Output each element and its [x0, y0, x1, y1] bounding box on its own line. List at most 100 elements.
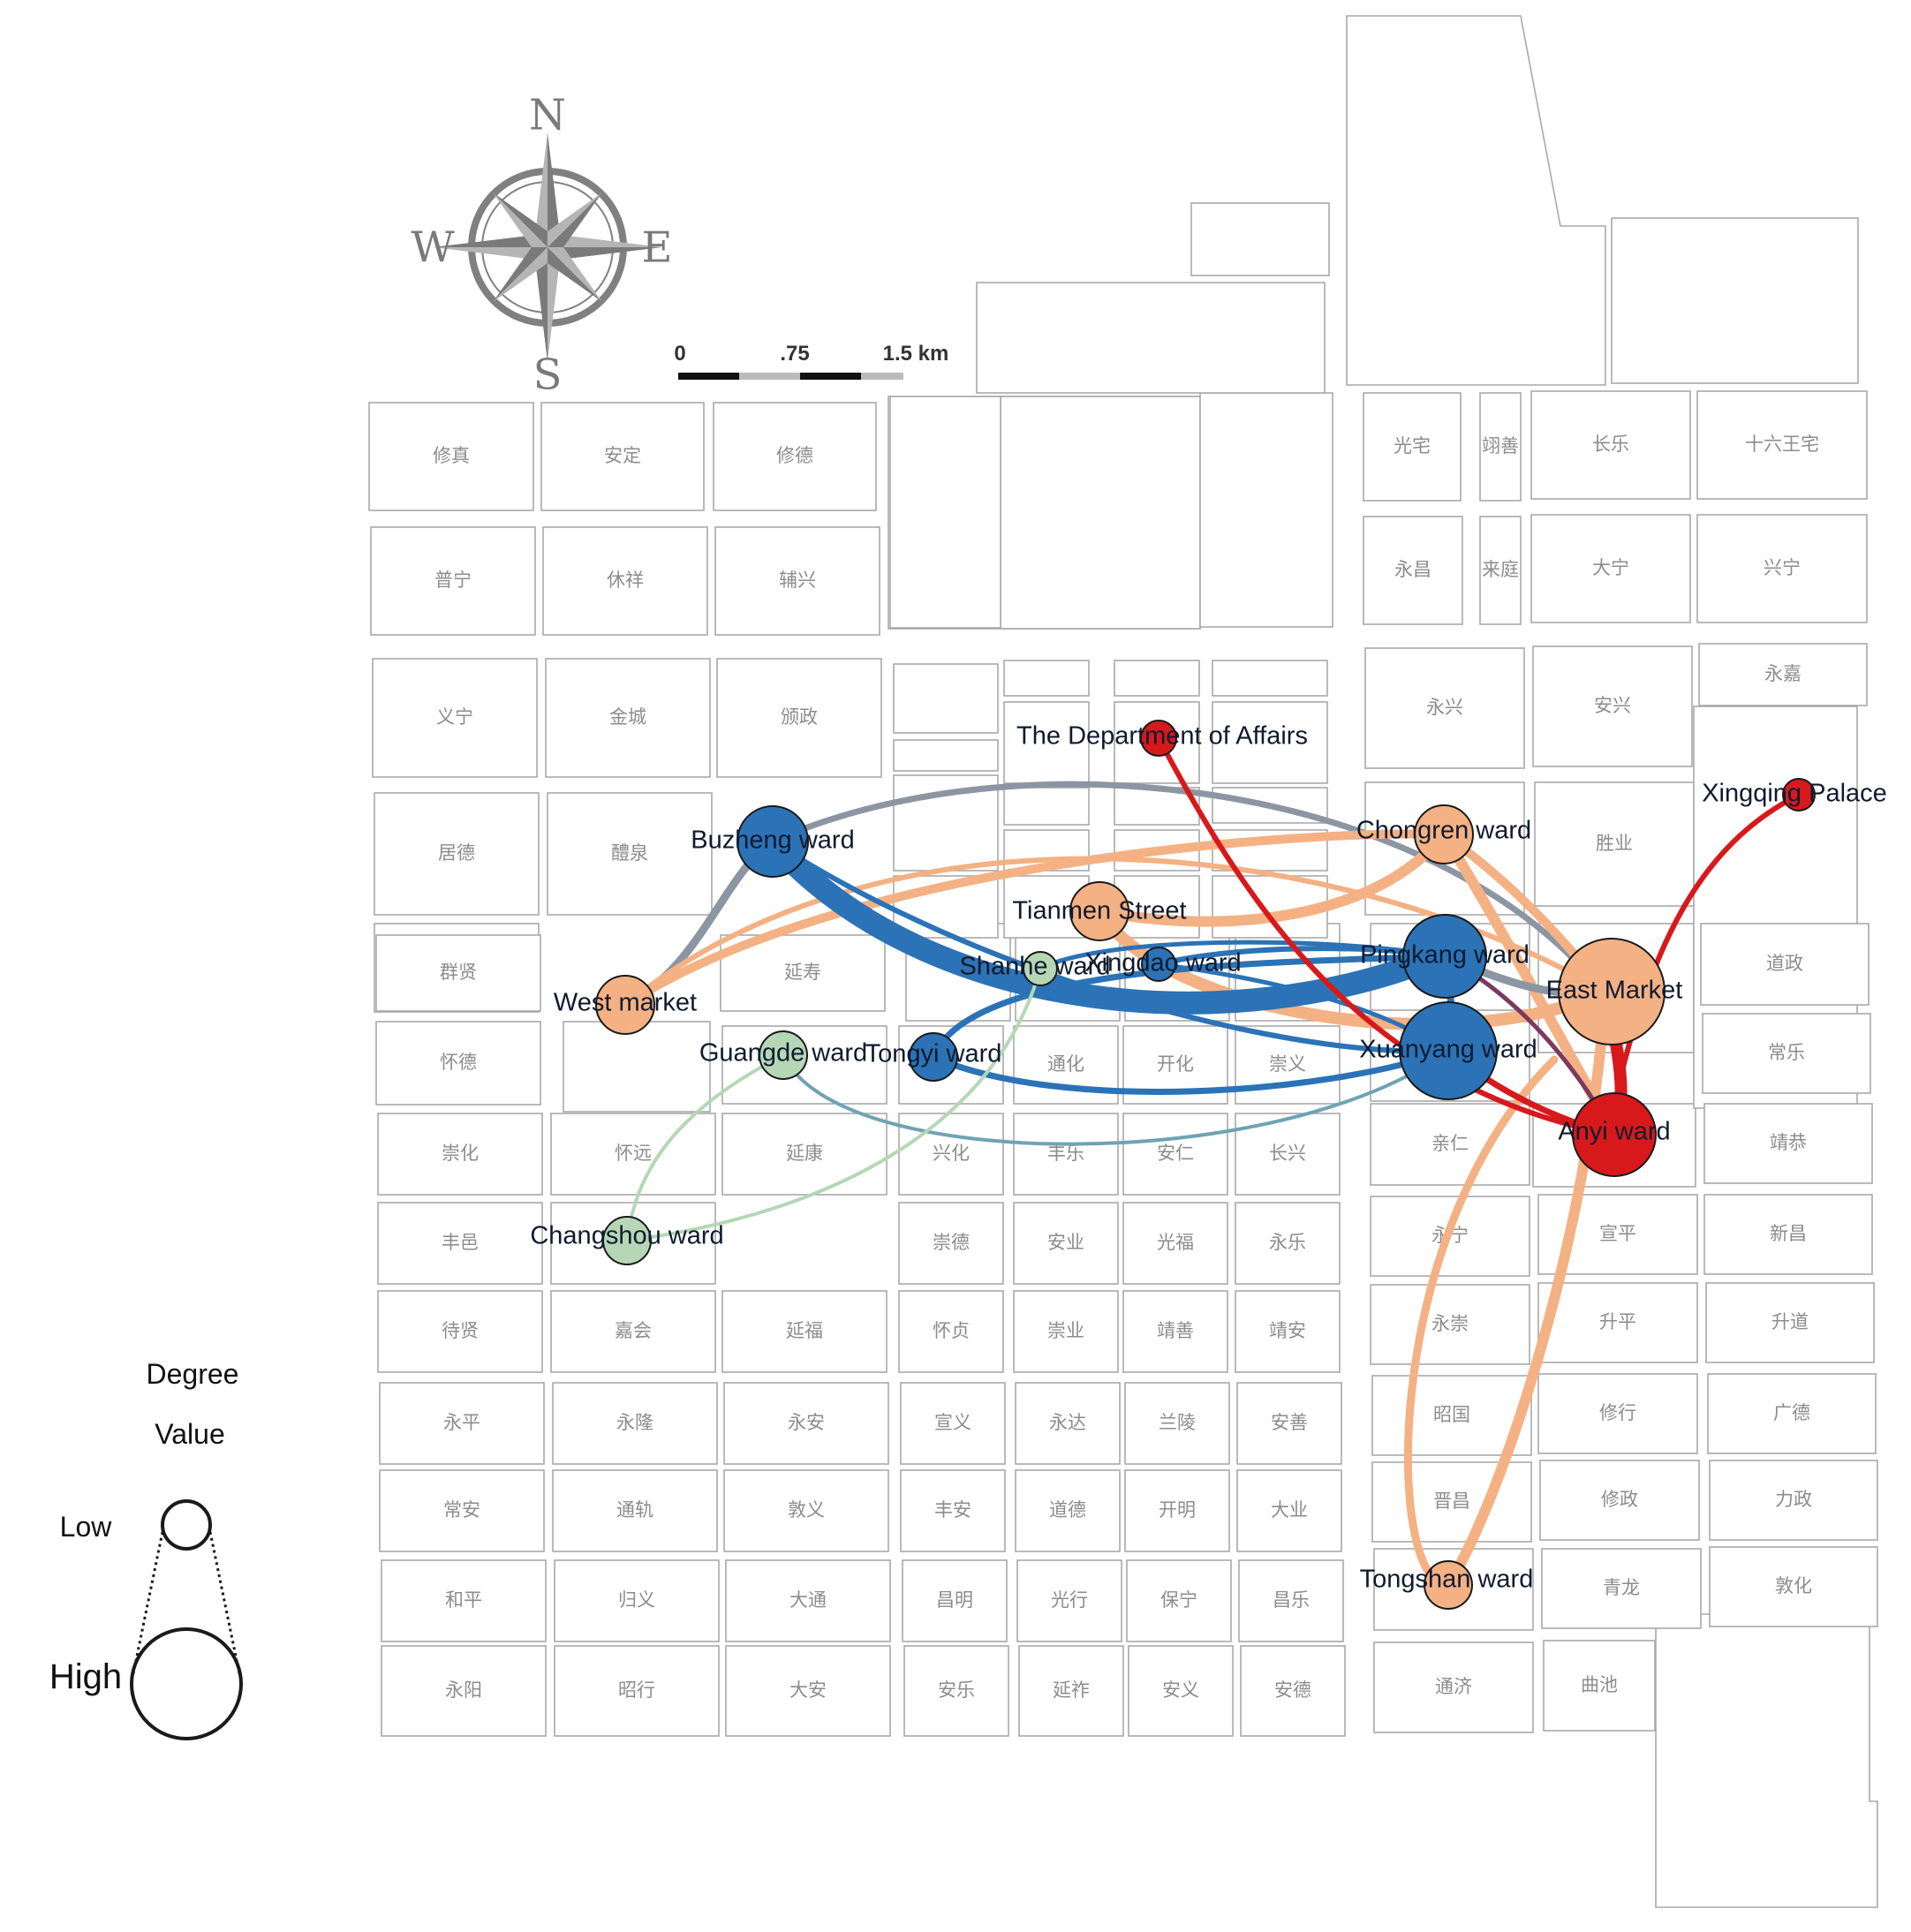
- ward-label: 安乐: [938, 1679, 975, 1701]
- ward-label: 永乐: [1269, 1232, 1306, 1253]
- ward-label: 安德: [1274, 1679, 1311, 1701]
- edge-dept-anyi: [1156, 736, 1617, 1137]
- ward-label: 群贤: [440, 962, 477, 983]
- node-eastmarket[interactable]: [1558, 938, 1666, 1045]
- network-nodes: [595, 720, 1816, 1610]
- ward-xinghua: 兴化: [898, 1113, 1004, 1196]
- ward-xiuzhen: 修真: [368, 402, 534, 511]
- ward-outline: [1363, 516, 1463, 625]
- ward-xuanyi: 宣义: [900, 1382, 1006, 1465]
- node-chongren[interactable]: [1414, 804, 1474, 864]
- ward-outline: [1707, 1373, 1877, 1454]
- compass-rose-icon: N S E W: [411, 91, 672, 400]
- ward-label: 靖安: [1269, 1320, 1306, 1341]
- ward-label: 颁政: [781, 706, 818, 728]
- edge-buzheng-eastmarket: [769, 781, 1606, 995]
- ward-label: 通轨: [616, 1499, 653, 1521]
- ward-label: 开明: [1159, 1499, 1196, 1521]
- label-tianmen: Tianmen Street: [1012, 897, 1186, 925]
- ward-outline: [1537, 1282, 1698, 1363]
- ward-outline: [1698, 643, 1868, 706]
- scale-bar: 0 .75 1.5 km: [674, 342, 948, 380]
- ward-outline: [1371, 1461, 1532, 1543]
- ward-outline: [898, 1290, 1004, 1373]
- ward-outline: [725, 1645, 891, 1737]
- ward-xiuxiang: 休祥: [542, 526, 708, 636]
- label-guangde: Guangde ward: [699, 1039, 867, 1068]
- palace-block: [889, 396, 1001, 629]
- edge-tianmen-eastmarket: [1093, 905, 1612, 1030]
- ward-fengyi: 丰邑: [377, 1202, 543, 1285]
- ward-lizheng: 力政: [1709, 1460, 1878, 1541]
- ward-daye: 大业: [1236, 1469, 1342, 1552]
- node-anyi[interactable]: [1572, 1092, 1657, 1177]
- label-dept: The Department of Affairs: [1016, 722, 1308, 751]
- ward-label: 怀德: [440, 1052, 477, 1073]
- ward-label: 醴泉: [611, 842, 648, 864]
- ward-label: 青龙: [1603, 1577, 1640, 1598]
- node-tongyi[interactable]: [909, 1032, 958, 1082]
- legend-high: High: [49, 1657, 122, 1696]
- ward-guangfu: 光福: [1122, 1202, 1228, 1285]
- ward-label: 大通: [789, 1589, 827, 1611]
- ward-outline: [372, 658, 538, 778]
- ward-outline: [1539, 1460, 1700, 1541]
- edge-guangde-xuanyang: [782, 1049, 1450, 1146]
- ward-label: 长兴: [1269, 1143, 1306, 1164]
- ward-label: 修真: [433, 445, 470, 466]
- ward-daning: 大宁: [1530, 514, 1691, 623]
- ward-outline: [1479, 392, 1522, 502]
- ward-guangde: 广德: [1707, 1373, 1877, 1454]
- ward-outline: [1537, 1373, 1698, 1454]
- ward-yongjia: 永嘉: [1698, 643, 1868, 706]
- ward-outline: [723, 1469, 889, 1552]
- ward-lanling: 兰陵: [1124, 1382, 1230, 1465]
- node-xuanyang[interactable]: [1399, 1001, 1498, 1100]
- node-tianmen[interactable]: [1069, 881, 1129, 941]
- ward-changle2: 长乐: [1530, 390, 1691, 500]
- node-pingkang[interactable]: [1402, 914, 1487, 999]
- label-shanhe: Shanhe ward: [960, 953, 1111, 981]
- ward-yongyang: 永阳: [381, 1645, 547, 1737]
- ward-outline: [1703, 1194, 1873, 1275]
- edge-tongyi-xuanyang: [930, 1047, 1452, 1095]
- ward-label: 十六王宅: [1745, 434, 1819, 455]
- node-buzheng[interactable]: [736, 805, 809, 878]
- ward-label: 居德: [438, 842, 475, 864]
- ward-fuxing: 辅兴: [714, 526, 880, 636]
- ward-fengle: 丰乐: [1013, 1113, 1119, 1196]
- edge-tongyi-pingkang: [930, 953, 1448, 1060]
- ward-jingshan: 靖善: [1122, 1290, 1228, 1373]
- ward-label: 昌明: [936, 1589, 973, 1611]
- node-changshou[interactable]: [602, 1216, 652, 1265]
- ward-label: 兰陵: [1159, 1412, 1196, 1433]
- node-guangde[interactable]: [759, 1030, 808, 1080]
- ward-label: 大安: [789, 1679, 827, 1701]
- ward-outline: [379, 1469, 545, 1552]
- node-xingdao[interactable]: [1141, 947, 1176, 982]
- ward-label: 宣平: [1599, 1223, 1636, 1244]
- node-xingqing[interactable]: [1782, 778, 1816, 811]
- ward-xingning: 兴宁: [1696, 514, 1868, 623]
- node-shanhe[interactable]: [1023, 951, 1058, 986]
- ward-yankang: 延康: [721, 1113, 888, 1196]
- ward-changming: 昌明: [902, 1559, 1008, 1642]
- ward-label: 辅兴: [779, 570, 816, 591]
- node-westmarket[interactable]: [595, 975, 655, 1035]
- ward-label: 大业: [1271, 1499, 1308, 1521]
- ward-label: 休祥: [607, 570, 644, 591]
- ward-outline: [1124, 1382, 1230, 1465]
- ward-outline: [1530, 390, 1691, 500]
- ward-outline: [1702, 1013, 1871, 1094]
- ward-dunhua: 敦化: [1709, 1546, 1878, 1627]
- label-chongren: Chongren ward: [1356, 817, 1531, 845]
- node-tongshan[interactable]: [1424, 1560, 1473, 1610]
- ward-label: 延福: [786, 1320, 823, 1341]
- ward-outline: [1371, 1375, 1532, 1456]
- label-eastmarket-main: East Market: [1546, 977, 1683, 1005]
- ward-outline: [377, 1202, 543, 1285]
- label-buzheng: Buzheng ward: [691, 826, 854, 855]
- ward-label: 翊善: [1482, 435, 1519, 457]
- ward-outline: [1015, 1382, 1121, 1465]
- node-dept[interactable]: [1140, 720, 1177, 757]
